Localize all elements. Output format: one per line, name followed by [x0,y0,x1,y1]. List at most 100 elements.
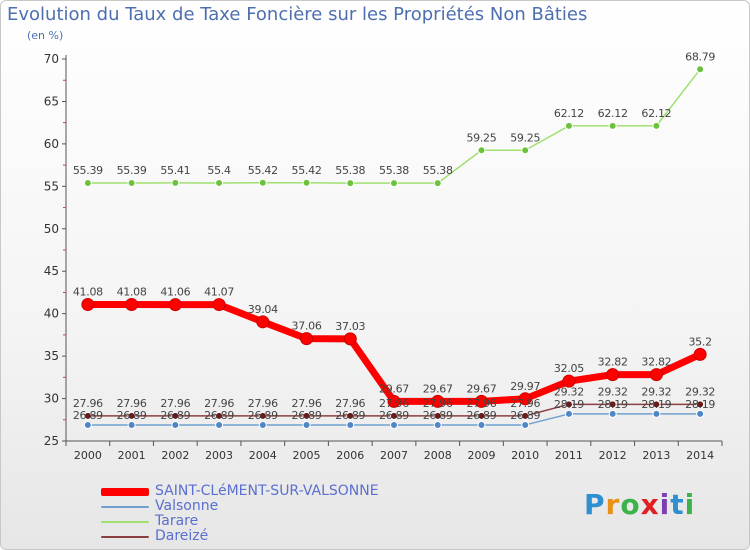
data-point [171,420,180,429]
data-label: 26.89 [160,409,190,422]
y-tick-label: 45 [44,264,59,278]
data-label: 26.89 [73,409,103,422]
y-axis-unit: (en %) [27,29,64,42]
data-point [83,420,92,429]
data-point [696,409,705,418]
data-point [127,179,136,188]
data-point [606,368,620,382]
data-point [258,411,267,420]
y-tick-label: 25 [44,434,59,448]
data-label: 41.08 [73,285,103,298]
data-point [302,178,311,187]
data-label: 28.19 [554,398,584,411]
data-label: 55.39 [117,164,147,177]
data-point [433,179,442,188]
data-point [518,392,532,406]
legend-swatch [101,536,149,538]
data-point [649,368,663,382]
data-point [608,121,617,130]
legend-label: Tarare [155,513,199,529]
data-label: 62.12 [598,107,628,120]
data-point [346,179,355,188]
logo-letter: t [670,488,685,521]
data-point [81,297,95,311]
data-point [168,298,182,312]
data-label: 29.67 [379,382,409,395]
logo-letter: r [605,488,621,521]
data-label: 29.97 [510,380,540,393]
legend-label: SAINT-CLéMENT-SUR-VALSONNE [155,483,379,499]
data-point [302,420,311,429]
data-label: 27.96 [466,397,496,410]
data-label: 26.89 [335,409,365,422]
legend-label: Valsonne [155,498,219,514]
data-point [521,146,530,155]
data-label: 29.32 [641,385,671,398]
y-tick-label: 60 [44,137,59,151]
x-tick-label: 2007 [380,449,408,462]
data-label: 26.89 [248,409,278,422]
x-tick-label: 2010 [511,449,539,462]
data-point [564,400,573,409]
data-label: 27.96 [423,397,453,410]
data-label: 27.96 [510,397,540,410]
y-tick-label: 65 [44,94,59,108]
data-label: 29.32 [685,385,715,398]
data-point [171,411,180,420]
x-tick-label: 2008 [424,449,452,462]
data-label: 62.12 [641,107,671,120]
data-point [127,411,136,420]
data-point [431,394,445,408]
data-label: 27.96 [117,397,147,410]
x-tick-label: 2013 [642,449,670,462]
data-point [256,315,270,329]
x-tick-label: 2009 [467,449,495,462]
x-tick-label: 2005 [293,449,321,462]
data-point [433,411,442,420]
data-point [300,332,314,346]
legend-label: Dareizé [155,528,209,544]
logo-letter: i [659,488,671,521]
data-point [693,347,707,361]
x-tick-label: 2003 [205,449,233,462]
data-label: 26.89 [117,409,147,422]
data-label: 29.67 [423,382,453,395]
data-point [474,394,488,408]
data-label: 62.12 [554,107,584,120]
y-tick-label: 30 [44,392,59,406]
data-point [302,411,311,420]
data-label: 55.42 [248,164,278,177]
data-point [608,400,617,409]
data-label: 41.08 [117,285,147,298]
x-tick-label: 2001 [118,449,146,462]
data-label: 55.4 [207,164,231,177]
x-tick-label: 2011 [555,449,583,462]
data-point [477,420,486,429]
data-point [696,400,705,409]
data-point [346,420,355,429]
data-point [343,332,357,346]
x-tick-label: 2006 [336,449,364,462]
data-label: 28.19 [641,398,671,411]
data-point [258,420,267,429]
x-tick-label: 2012 [599,449,627,462]
data-point [83,411,92,420]
data-point [215,411,224,420]
data-label: 27.96 [248,397,278,410]
legend-swatch [101,506,149,508]
data-label: 32.82 [641,356,671,369]
data-point [387,394,401,408]
data-point [608,409,617,418]
data-label: 27.96 [204,397,234,410]
data-point [477,146,486,155]
logo-letter: P [584,488,606,521]
x-tick-label: 2014 [686,449,714,462]
data-label: 26.89 [292,409,322,422]
proxiti-logo: Proxiti [584,488,695,521]
data-point [215,420,224,429]
data-point [171,178,180,187]
data-label: 55.38 [379,164,409,177]
data-label: 59.25 [466,131,496,144]
